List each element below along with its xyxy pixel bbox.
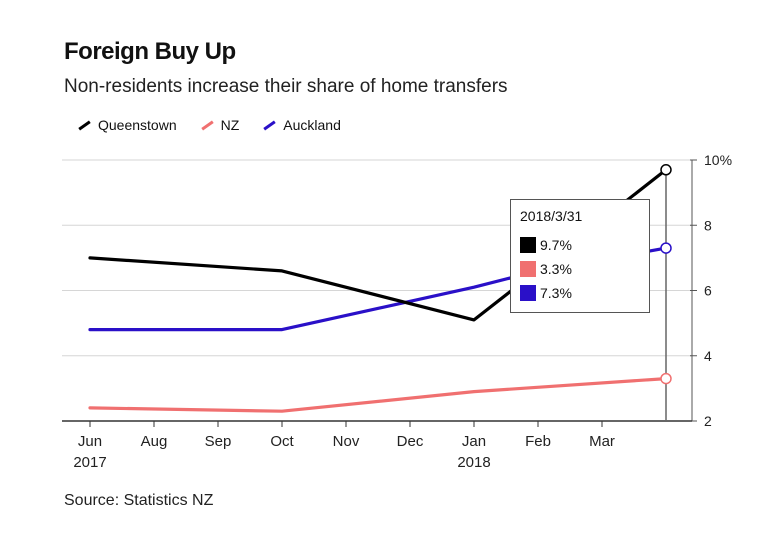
x-tick-label-mar: Mar [589, 433, 615, 450]
tooltip-value-queenstown: 9.7% [540, 237, 572, 253]
x-tick-label-oct: Oct [270, 433, 294, 450]
x-tick-sublabel-2018: 2018 [457, 454, 490, 471]
tooltip-date: 2018/3/31 [520, 208, 583, 224]
y-tick-label-8: 8 [704, 217, 712, 233]
hover-marker-auckland [660, 242, 672, 254]
series-line-nz [88, 377, 668, 413]
hover-marker-queenstown [660, 164, 672, 176]
x-tick-sublabel-2017: 2017 [73, 454, 106, 471]
x-tick-label-sep: Sep [205, 433, 232, 450]
legend-label-queenstown: Queenstown [98, 117, 177, 133]
y-tick-label-2: 2 [704, 413, 712, 429]
x-tick-label-nov: Nov [333, 433, 360, 450]
hover-marker-nz [660, 372, 672, 385]
legend-item-nz[interactable]: NZ [200, 117, 240, 133]
x-tick-label-jan: Jan [462, 433, 486, 450]
source-note: Source: Statistics NZ [64, 492, 214, 509]
y-tick-label-10: 10% [704, 152, 732, 168]
legend-label-auckland: Auckland [283, 117, 341, 133]
tooltip: 2018/3/31 9.7% 3.3% 7.3% [510, 199, 650, 313]
tooltip-row-auckland: 7.3% [520, 285, 572, 301]
x-tick-label-dec: Dec [397, 433, 424, 450]
tooltip-row-queenstown: 9.7% [520, 237, 572, 253]
chart-title: Foreign Buy Up [64, 38, 236, 65]
tooltip-value-auckland: 7.3% [540, 285, 572, 301]
chart-subtitle: Non-residents increase their share of ho… [64, 76, 508, 97]
tooltip-swatch-auckland [520, 285, 536, 301]
legend-label-nz: NZ [220, 117, 240, 133]
x-tick-label-aug: Aug [141, 433, 168, 450]
tooltip-value-nz: 3.3% [540, 261, 572, 277]
y-tick-label-6: 6 [704, 283, 712, 299]
tooltip-swatch-queenstown [520, 237, 536, 253]
tooltip-row-nz: 3.3% [520, 261, 572, 277]
tooltip-swatch-nz [520, 261, 536, 277]
y-tick-label-4: 4 [704, 348, 712, 364]
legend: Queenstown NZ Auckland [78, 117, 365, 133]
x-tick-label-jun: Jun [78, 433, 102, 450]
legend-item-auckland[interactable]: Auckland [263, 117, 341, 133]
x-tick-label-feb: Feb [525, 433, 551, 450]
legend-item-queenstown[interactable]: Queenstown [78, 117, 177, 133]
